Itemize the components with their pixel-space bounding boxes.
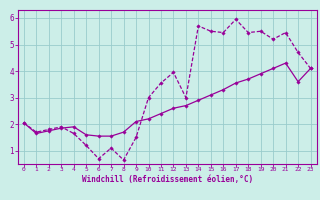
X-axis label: Windchill (Refroidissement éolien,°C): Windchill (Refroidissement éolien,°C) bbox=[82, 175, 253, 184]
